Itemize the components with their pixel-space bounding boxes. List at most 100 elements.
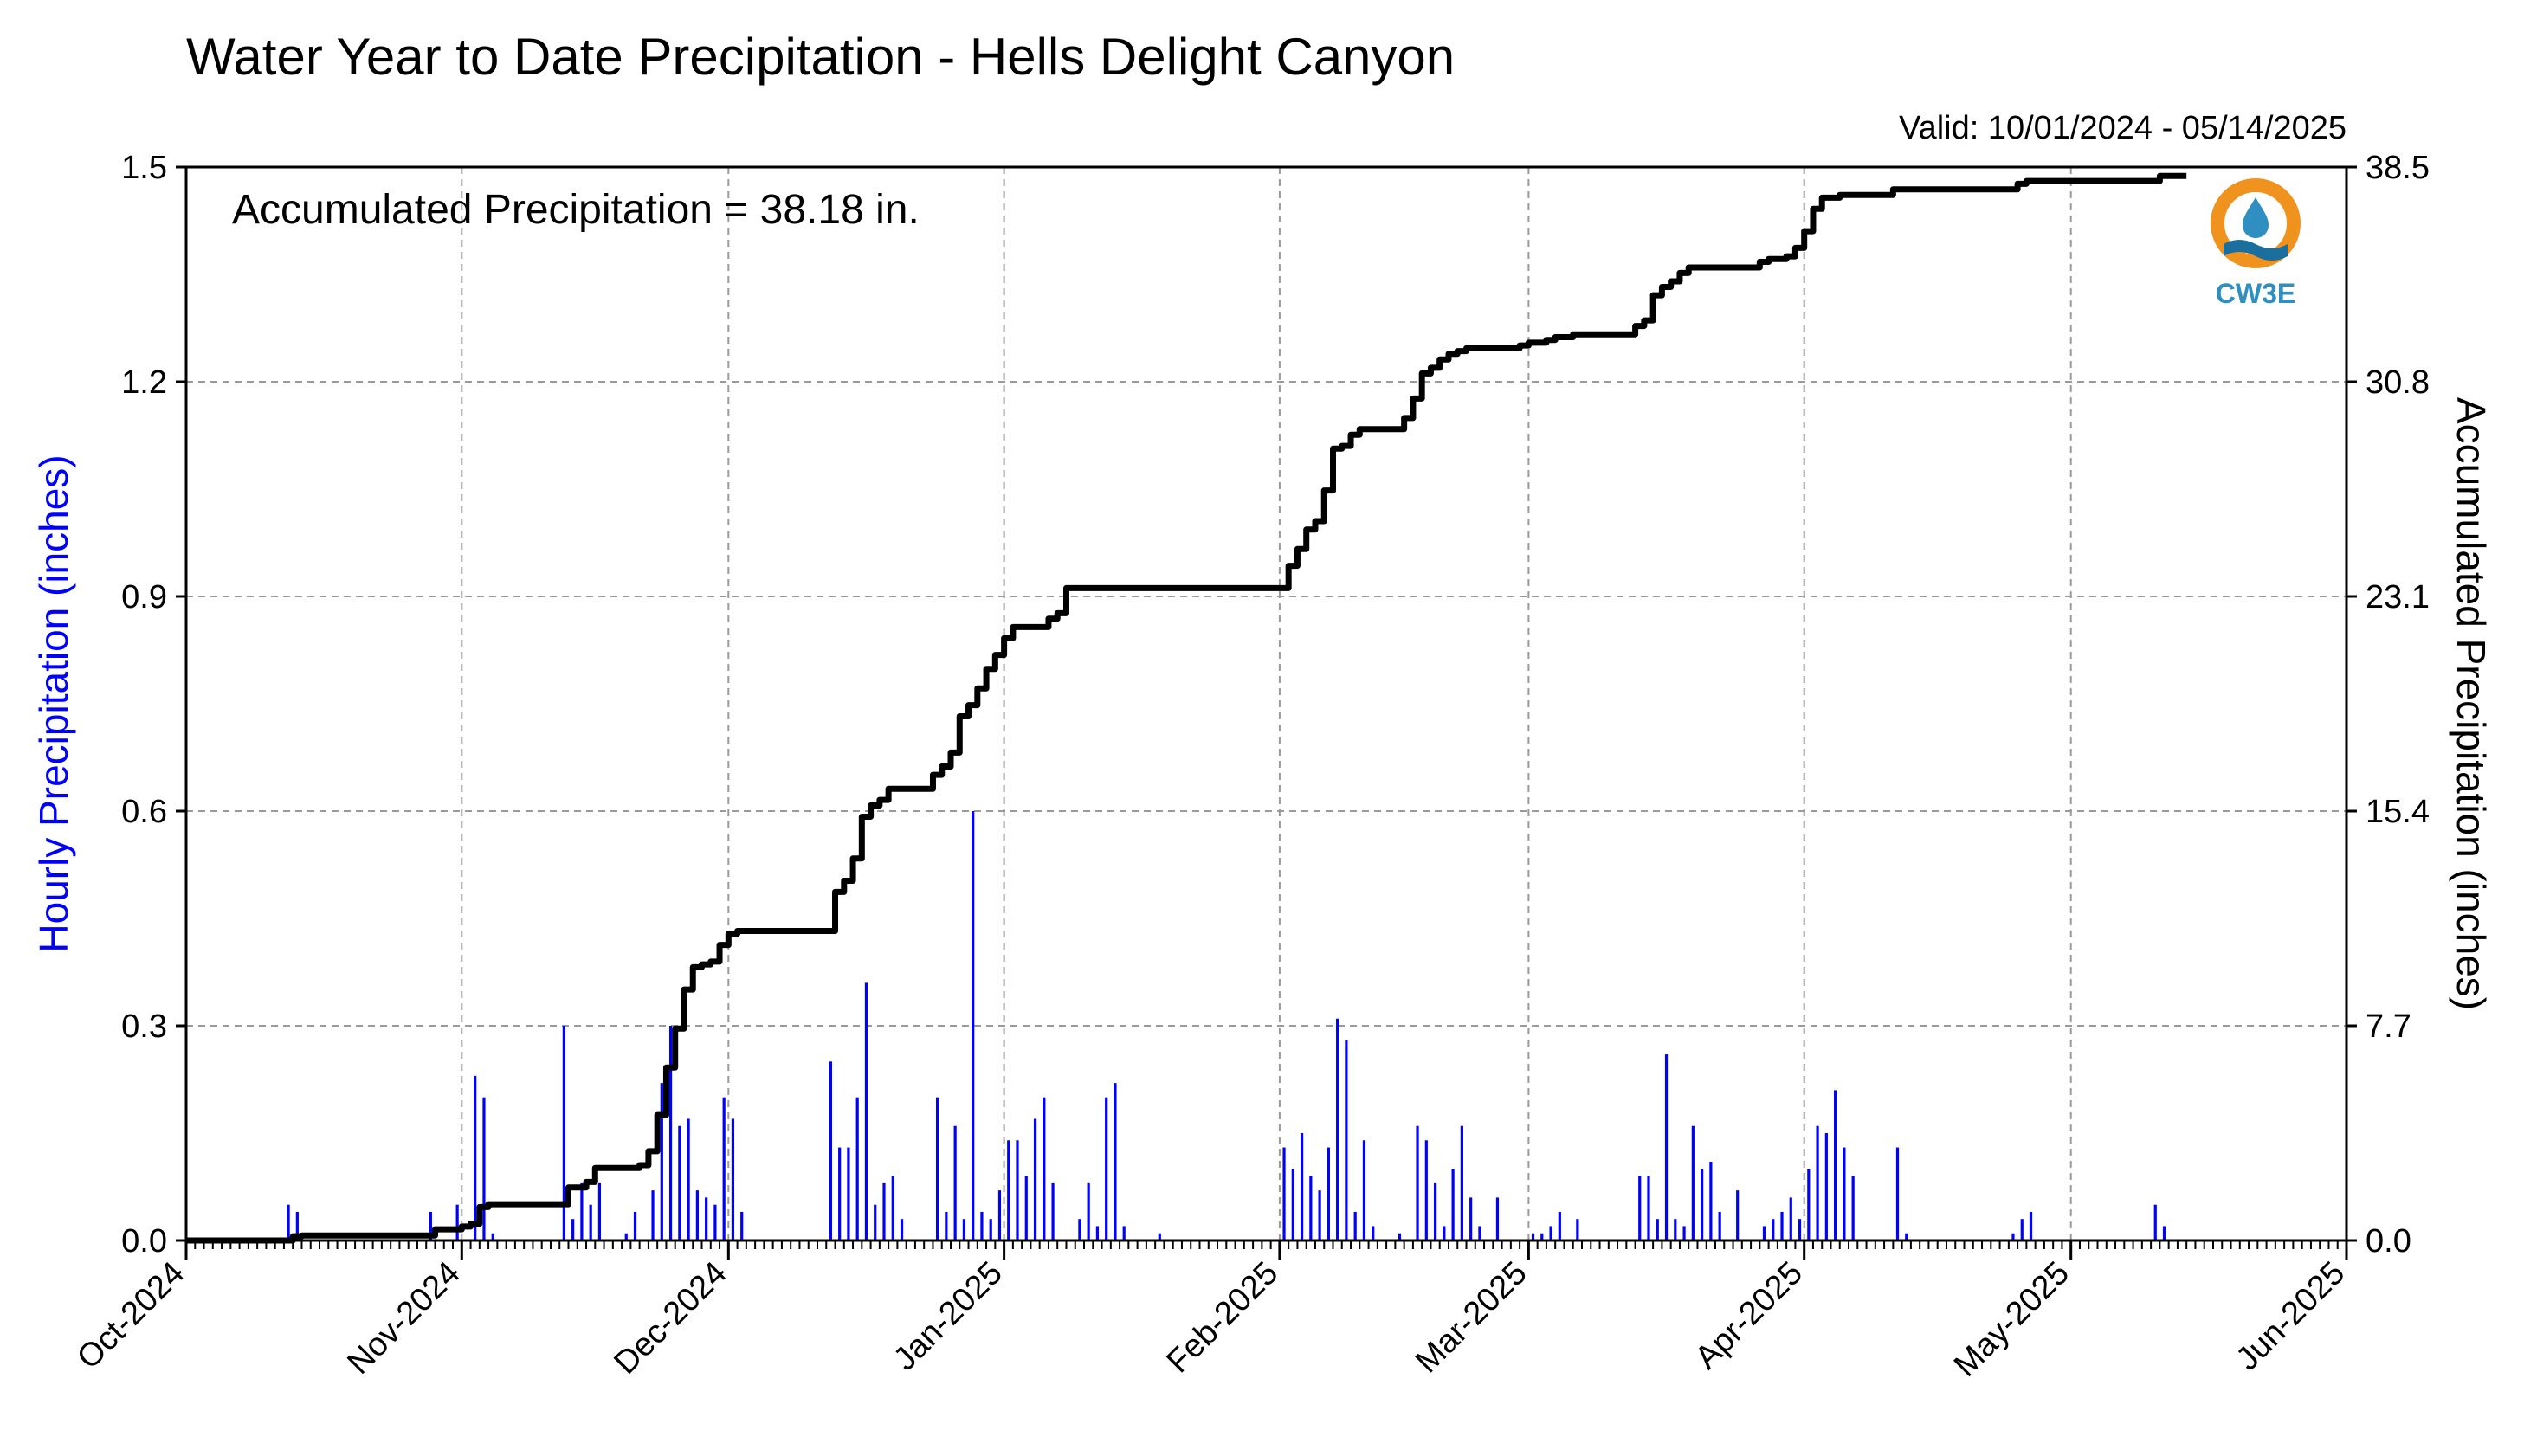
hourly-bar bbox=[1478, 1226, 1481, 1240]
hourly-bar bbox=[668, 1026, 673, 1240]
x-tick-label: Apr-2025 bbox=[1688, 1255, 1810, 1376]
hourly-bar bbox=[997, 1190, 1002, 1240]
hourly-bar bbox=[1087, 1182, 1090, 1240]
hourly-bar bbox=[1114, 1083, 1117, 1240]
gridlines bbox=[186, 167, 2346, 1240]
hourly-bar bbox=[1158, 1233, 1161, 1240]
hourly-bar bbox=[945, 1211, 948, 1240]
hourly-bar bbox=[2153, 1204, 2157, 1240]
hourly-bar bbox=[1318, 1190, 1321, 1240]
x-tick-label: Dec-2024 bbox=[607, 1255, 733, 1382]
x-axis: Oct-2024 Nov-2024 Dec-2024 Jan-2025 Feb-2025… bbox=[70, 1240, 2352, 1384]
accumulation-annotation: Accumulated Precipitation = 38.18 in. bbox=[232, 187, 920, 233]
right-tick-label: 38.5 bbox=[2366, 150, 2430, 186]
x-tick-label: Mar-2025 bbox=[1409, 1255, 1534, 1381]
hourly-bar bbox=[1780, 1211, 1784, 1240]
hourly-bar bbox=[1433, 1182, 1437, 1240]
right-tick-label: 30.8 bbox=[2366, 364, 2430, 401]
hourly-bar bbox=[1105, 1097, 1108, 1240]
hourly-bar bbox=[1701, 1169, 1704, 1240]
cw3e-logo: CW3E bbox=[2211, 178, 2301, 309]
hourly-bar bbox=[713, 1204, 717, 1240]
hourly-bar bbox=[864, 982, 868, 1240]
hourly-bar bbox=[962, 1219, 966, 1240]
left-tick-label: 1.5 bbox=[121, 150, 167, 186]
hourly-bar bbox=[474, 1075, 477, 1240]
hourly-bar bbox=[580, 1182, 584, 1240]
hourly-bar bbox=[855, 1097, 859, 1240]
hourly-bar bbox=[936, 1097, 939, 1240]
x-tick-label: Oct-2024 bbox=[70, 1255, 191, 1376]
hourly-bar bbox=[1531, 1233, 1535, 1240]
chart-title: Water Year to Date Precipitation - Hells… bbox=[186, 28, 1455, 86]
hourly-bar bbox=[1789, 1197, 1792, 1240]
hourly-bar bbox=[1762, 1226, 1766, 1240]
hourly-bar bbox=[1664, 1054, 1669, 1240]
hourly-bar bbox=[295, 1211, 299, 1240]
hourly-bar bbox=[1558, 1211, 1561, 1240]
hourly-bar bbox=[1016, 1140, 1019, 1240]
hourly-bar bbox=[1007, 1140, 1010, 1240]
hourly-bar bbox=[1078, 1219, 1081, 1240]
hourly-bar bbox=[874, 1204, 877, 1240]
hourly-bar bbox=[633, 1211, 637, 1240]
hourly-bar bbox=[1122, 1226, 1126, 1240]
logo-sun-ring-icon bbox=[2211, 178, 2301, 268]
left-tick-label: 0.9 bbox=[121, 579, 167, 615]
hourly-bar bbox=[1718, 1211, 1721, 1240]
hourly-bar bbox=[2162, 1226, 2166, 1240]
hourly-bar bbox=[1309, 1176, 1313, 1240]
hourly-bar bbox=[722, 1097, 726, 1240]
hourly-bar bbox=[1709, 1162, 1713, 1240]
hourly-bar bbox=[562, 1026, 565, 1240]
hourly-bar bbox=[1416, 1125, 1419, 1240]
right-tick-label: 0.0 bbox=[2366, 1223, 2411, 1260]
right-y-axis: 0.0 7.7 15.4 23.1 30.8 38.5 bbox=[2346, 150, 2430, 1260]
hourly-bar bbox=[1495, 1197, 1500, 1240]
hourly-bar bbox=[1345, 1040, 1348, 1240]
hourly-bar bbox=[1095, 1226, 1100, 1240]
hourly-bar bbox=[1051, 1182, 1055, 1240]
hourly-bar bbox=[1691, 1125, 1695, 1240]
hourly-bar bbox=[1300, 1133, 1304, 1240]
hourly-bar bbox=[1647, 1176, 1650, 1240]
hourly-bar bbox=[1638, 1176, 1642, 1240]
hourly-bar bbox=[829, 1061, 832, 1240]
left-tick-label: 0.6 bbox=[121, 794, 167, 830]
hourly-bar bbox=[597, 1182, 602, 1240]
x-tick-label: Jun-2025 bbox=[2230, 1255, 2353, 1378]
left-tick-label: 0.3 bbox=[121, 1008, 167, 1045]
hourly-bar bbox=[1398, 1233, 1402, 1240]
hourly-bar bbox=[1807, 1169, 1811, 1240]
hourly-bar bbox=[1816, 1125, 1819, 1240]
hourly-bar bbox=[678, 1125, 681, 1240]
hourly-bar bbox=[1674, 1219, 1677, 1240]
hourly-bar bbox=[624, 1233, 628, 1240]
hourly-bar bbox=[882, 1182, 886, 1240]
hourly-bar bbox=[2011, 1233, 2015, 1240]
hourly-bar bbox=[1549, 1226, 1552, 1240]
hourly-bar bbox=[1843, 1147, 1846, 1240]
hourly-bar bbox=[651, 1190, 655, 1240]
hourly-bar bbox=[571, 1219, 575, 1240]
hourly-bar bbox=[1576, 1219, 1579, 1240]
hourly-bar bbox=[1851, 1176, 1855, 1240]
hourly-bars bbox=[287, 811, 2166, 1240]
hourly-bar bbox=[838, 1147, 842, 1240]
hourly-bar bbox=[1443, 1226, 1446, 1240]
hourly-bar bbox=[1451, 1169, 1455, 1240]
hourly-bar bbox=[589, 1204, 592, 1240]
logo-text: CW3E bbox=[2216, 278, 2295, 309]
logo-wave-icon bbox=[2224, 240, 2288, 261]
hourly-bar bbox=[1291, 1169, 1294, 1240]
x-tick-label: Feb-2025 bbox=[1160, 1255, 1286, 1381]
hourly-bar bbox=[482, 1097, 486, 1240]
hourly-bar bbox=[1282, 1147, 1286, 1240]
hourly-bar bbox=[455, 1204, 459, 1240]
right-axis-label: Accumulated Precipitation (inches) bbox=[2449, 397, 2494, 1010]
hourly-bar bbox=[1469, 1197, 1473, 1240]
hourly-bar bbox=[660, 1083, 663, 1240]
hourly-bar bbox=[980, 1211, 984, 1240]
hourly-bar bbox=[695, 1190, 699, 1240]
hourly-bar bbox=[1353, 1211, 1357, 1240]
